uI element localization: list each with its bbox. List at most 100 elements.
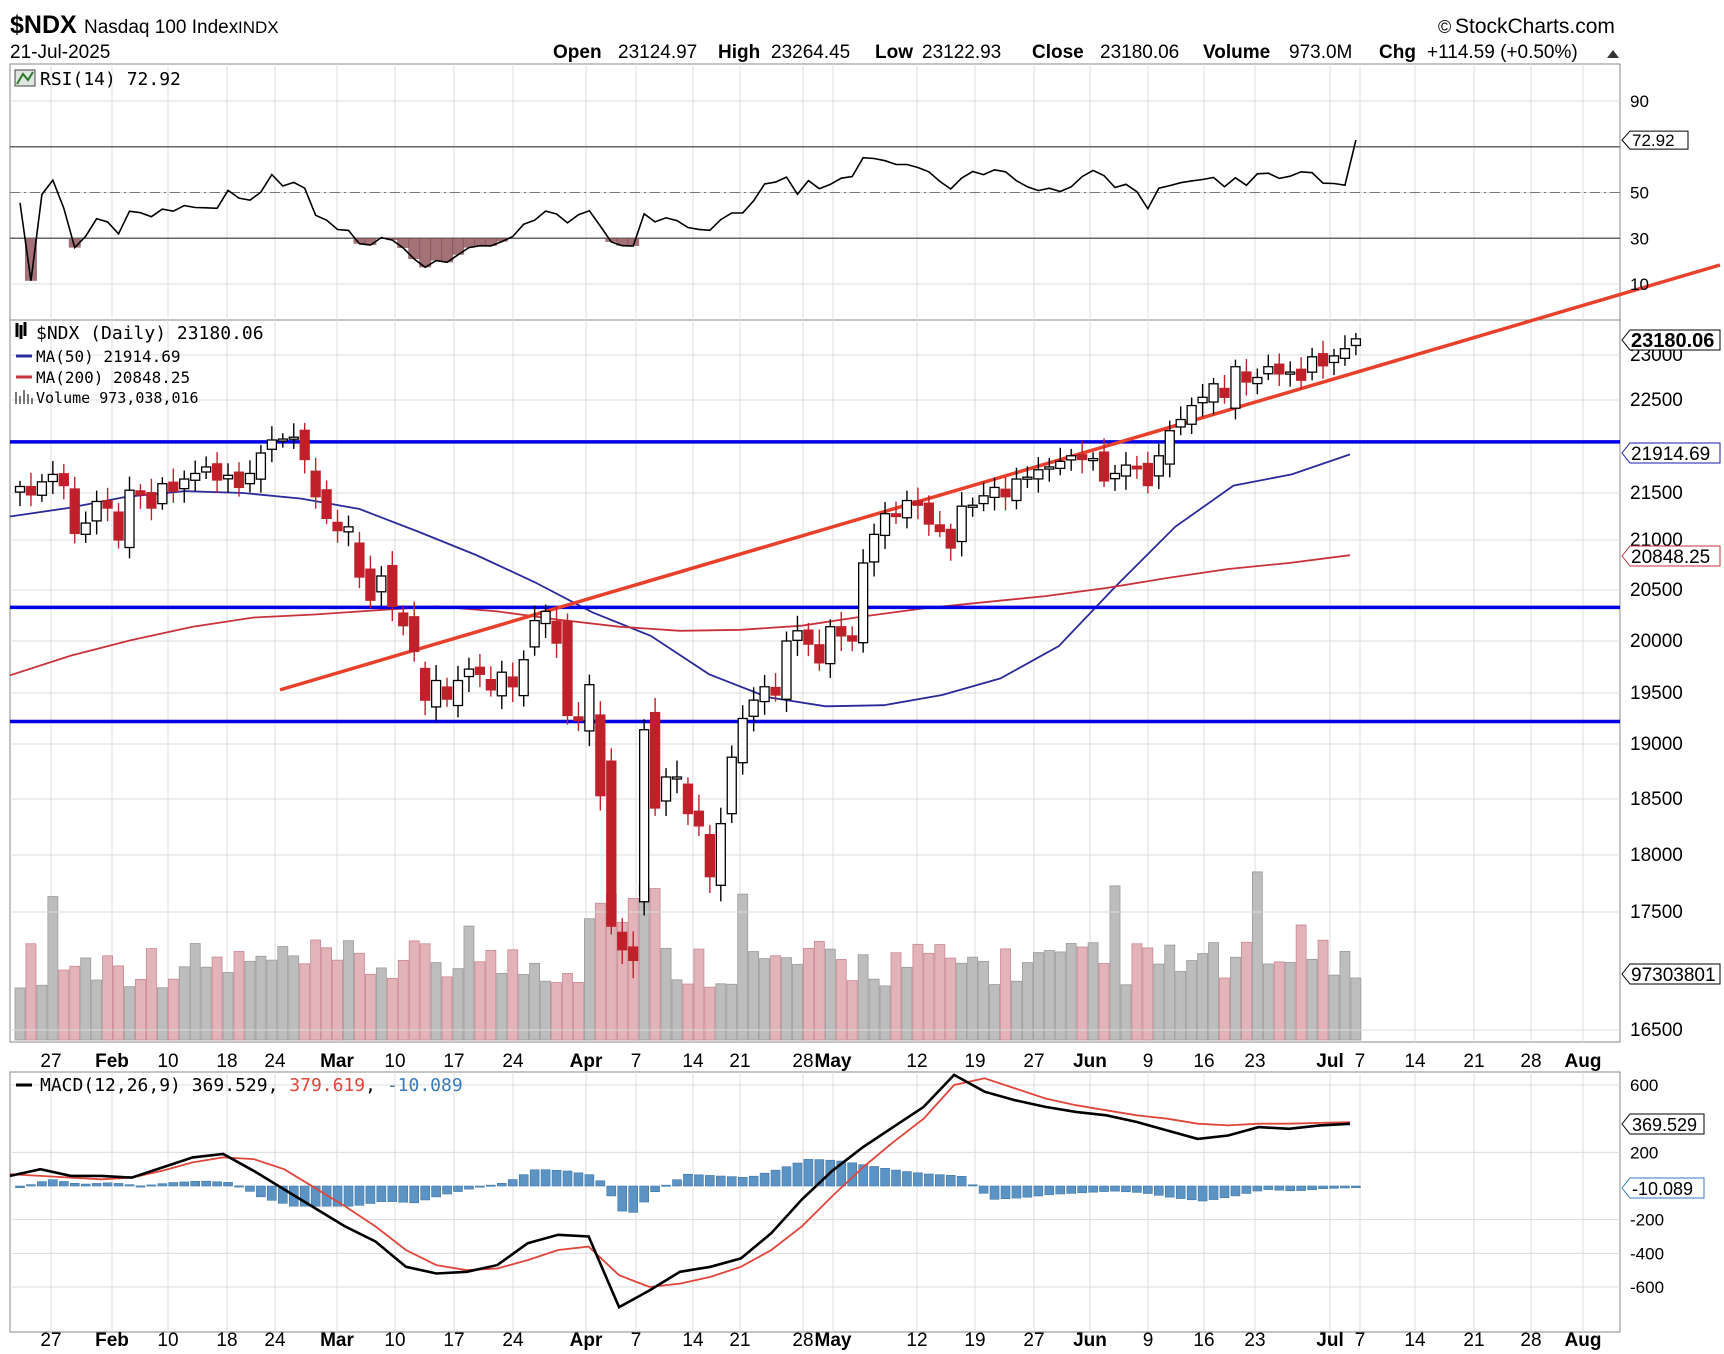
macd-hist-bar-78 bbox=[869, 1166, 879, 1187]
volume-bar-114 bbox=[1262, 963, 1274, 1041]
macd-hist-bar-11 bbox=[135, 1185, 146, 1188]
macd-hist-bar-43 bbox=[486, 1184, 496, 1187]
volume-bar-1 bbox=[25, 943, 37, 1041]
open-value: 23124.97 bbox=[618, 42, 697, 63]
macd-hist-bar-107 bbox=[1186, 1185, 1197, 1201]
ma50-tag-box bbox=[1621, 442, 1721, 464]
candle-body-70 bbox=[781, 640, 792, 700]
volume-bar-112 bbox=[1241, 941, 1252, 1041]
macd-hist-bar-6 bbox=[80, 1183, 91, 1187]
volume-bar-14 bbox=[167, 978, 179, 1041]
volume-bar-85 bbox=[945, 957, 957, 1041]
macd-legend-comma-2: , bbox=[365, 1075, 387, 1096]
candle-body-64 bbox=[715, 822, 726, 886]
close-tag-text: 23180.06 bbox=[1631, 330, 1714, 352]
volume-bar-65 bbox=[726, 983, 738, 1041]
close-tag-box bbox=[1621, 329, 1721, 351]
candle-body-92 bbox=[1022, 476, 1033, 480]
macd-hist-bar-93 bbox=[1033, 1185, 1044, 1197]
candle-body-14 bbox=[168, 481, 179, 492]
candle-body-95 bbox=[1055, 460, 1066, 470]
ma200-line bbox=[9, 554, 1351, 677]
volume-bar-90 bbox=[1000, 948, 1011, 1041]
volume-bar-87 bbox=[967, 956, 979, 1041]
x-tick-label-20-0: 16 bbox=[1193, 1051, 1214, 1072]
macd-hist-bar-90 bbox=[1000, 1185, 1011, 1199]
candle-body-59 bbox=[660, 776, 672, 802]
volume-bar-110 bbox=[1219, 977, 1230, 1041]
volume-bar-23 bbox=[266, 959, 278, 1041]
candle-body-53 bbox=[595, 714, 606, 797]
price-plot bbox=[9, 263, 1721, 1031]
volume-bar-58 bbox=[649, 888, 661, 1041]
exchange: INDX bbox=[238, 18, 279, 37]
macd-hist-bar-59 bbox=[661, 1184, 671, 1187]
macd-hist-bar-122 bbox=[1351, 1185, 1361, 1188]
macd-hist-bar-95 bbox=[1055, 1185, 1066, 1195]
volume-label: Volume bbox=[1203, 42, 1270, 63]
macd-plot bbox=[9, 1073, 1620, 1310]
volume-bar-67 bbox=[748, 951, 760, 1041]
volume-bar-40 bbox=[452, 968, 464, 1041]
macd-hist-bar-56 bbox=[628, 1185, 639, 1213]
candle-body-52 bbox=[584, 684, 595, 732]
candle-body-77 bbox=[858, 562, 869, 644]
x-tick-label-21-0: 23 bbox=[1244, 1051, 1265, 1072]
volume-bar-38 bbox=[430, 962, 442, 1041]
macd-hist-bar-35 bbox=[398, 1185, 409, 1203]
macd-hist-bar-102 bbox=[1132, 1185, 1142, 1193]
rsi-oversold-fill-34 bbox=[386, 238, 399, 241]
volume-bar-31 bbox=[354, 952, 365, 1041]
macd-hist-bar-110 bbox=[1219, 1185, 1230, 1199]
volume-bar-115 bbox=[1273, 961, 1285, 1041]
candle-body-73 bbox=[814, 644, 825, 664]
rsi-plot bbox=[10, 100, 1620, 285]
volume-bar-63 bbox=[704, 986, 716, 1041]
volume-bar-61 bbox=[682, 983, 694, 1041]
candle-body-6 bbox=[80, 522, 91, 535]
x-tick-label-19-0: 9 bbox=[1143, 1051, 1154, 1072]
x-tick-label-17-1: 27 bbox=[1023, 1330, 1044, 1351]
macd-hist-bar-76 bbox=[847, 1162, 858, 1187]
candle-body-109 bbox=[1208, 383, 1219, 403]
macd-hist-bar-13 bbox=[157, 1183, 168, 1187]
macd-hist-bar-36 bbox=[409, 1185, 420, 1204]
macd-hist-bar-3 bbox=[48, 1179, 58, 1187]
macd-hist-bar-91 bbox=[1011, 1185, 1022, 1199]
x-tick-label-15-1: 12 bbox=[906, 1330, 927, 1351]
volume-bar-25 bbox=[288, 955, 300, 1041]
candle-body-18 bbox=[211, 463, 223, 481]
macd-hist-bar-96 bbox=[1066, 1185, 1076, 1194]
price-panel bbox=[9, 319, 1621, 1043]
rsi-oversold-fill-1 bbox=[24, 238, 37, 281]
rsi-oversold-fill-43 bbox=[484, 238, 497, 246]
volume-bar-28 bbox=[321, 947, 333, 1041]
candle-body-5 bbox=[69, 488, 80, 535]
macd-hist-bar-55 bbox=[617, 1185, 628, 1212]
x-tick-label-0-1: 27 bbox=[40, 1330, 61, 1351]
macd-hist-bar-18 bbox=[212, 1181, 222, 1187]
x-tick-label-24-1: 14 bbox=[1404, 1330, 1426, 1351]
macd-hist-bar-0 bbox=[15, 1185, 25, 1188]
x-tick-label-26-1: 28 bbox=[1520, 1330, 1541, 1351]
volume-bar-104 bbox=[1153, 963, 1165, 1041]
symbol: $NDX bbox=[10, 11, 77, 39]
candle-body-48 bbox=[540, 610, 551, 625]
x-tick-label-19-1: 9 bbox=[1143, 1330, 1154, 1351]
rsi-oversold-fill-5 bbox=[68, 238, 81, 248]
volume-bar-97 bbox=[1076, 946, 1088, 1041]
macd-hist-bar-63 bbox=[705, 1175, 715, 1187]
x-tick-label-8-1: 24 bbox=[502, 1330, 524, 1351]
candle-body-61 bbox=[682, 783, 694, 815]
volume-bar-76 bbox=[846, 980, 858, 1041]
macd-legend-signal: 379.619 bbox=[289, 1075, 365, 1096]
candle-body-32 bbox=[365, 568, 376, 601]
macd-hist-bar-120 bbox=[1329, 1185, 1339, 1189]
macd-hist-bar-86 bbox=[956, 1175, 967, 1187]
macd-hist-bar-65 bbox=[726, 1176, 737, 1187]
macd-hist-bar-116 bbox=[1285, 1185, 1295, 1192]
price-tick-5: 20000 bbox=[1630, 631, 1683, 652]
volume-bar-20 bbox=[233, 951, 245, 1041]
macd-hist-bar-58 bbox=[650, 1185, 660, 1193]
volume-bar-69 bbox=[770, 955, 781, 1041]
